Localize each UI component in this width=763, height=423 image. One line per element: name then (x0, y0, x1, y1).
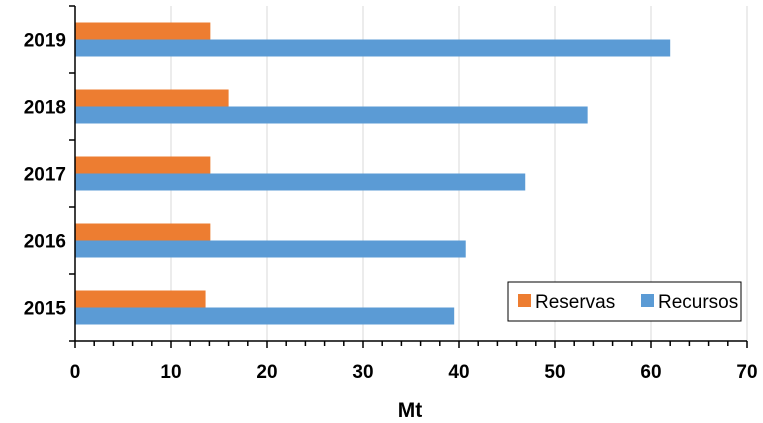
x-tick-label: 40 (448, 362, 469, 383)
legend-box (507, 281, 742, 322)
y-tick-label: 2016 (24, 232, 66, 253)
y-tick-label: 2018 (24, 98, 66, 119)
x-axis-title: Mt (398, 399, 423, 422)
y-tick-label: 2017 (24, 165, 66, 186)
y-tick-label: 2015 (24, 299, 67, 320)
bar-reservas-2016 (75, 223, 211, 241)
bar-reservas-2017 (75, 156, 211, 174)
legend-swatch-reservas (518, 294, 531, 307)
x-tick-label: 10 (160, 362, 181, 383)
bar-recursos-2019 (75, 39, 671, 57)
x-tick-label: 20 (256, 362, 277, 383)
x-axis: 0 10 20 30 40 50 60 70 (70, 340, 758, 383)
bar-recursos-2017 (75, 173, 526, 191)
x-tick-label: 0 (70, 362, 81, 383)
bars (75, 22, 671, 325)
legend-swatch-recursos (641, 294, 654, 307)
bar-recursos-2018 (75, 106, 588, 124)
y-tick-label: 2019 (24, 31, 66, 52)
x-tick-label: 30 (352, 362, 373, 383)
bar-recursos-2016 (75, 240, 466, 258)
bar-reservas-2015 (75, 290, 206, 308)
legend: Reservas Recursos (507, 281, 742, 322)
x-tick-label: 60 (640, 362, 661, 383)
legend-label-reservas: Reservas (535, 292, 615, 313)
legend-label-recursos: Recursos (658, 292, 738, 313)
bar-reservas-2018 (75, 89, 229, 107)
x-tick-label: 50 (544, 362, 565, 383)
x-tick-label: 70 (736, 362, 757, 383)
bar-recursos-2015 (75, 307, 455, 325)
y-axis: 2015 2016 2017 2018 2019 (24, 5, 76, 342)
bar-reservas-2019 (75, 22, 211, 40)
